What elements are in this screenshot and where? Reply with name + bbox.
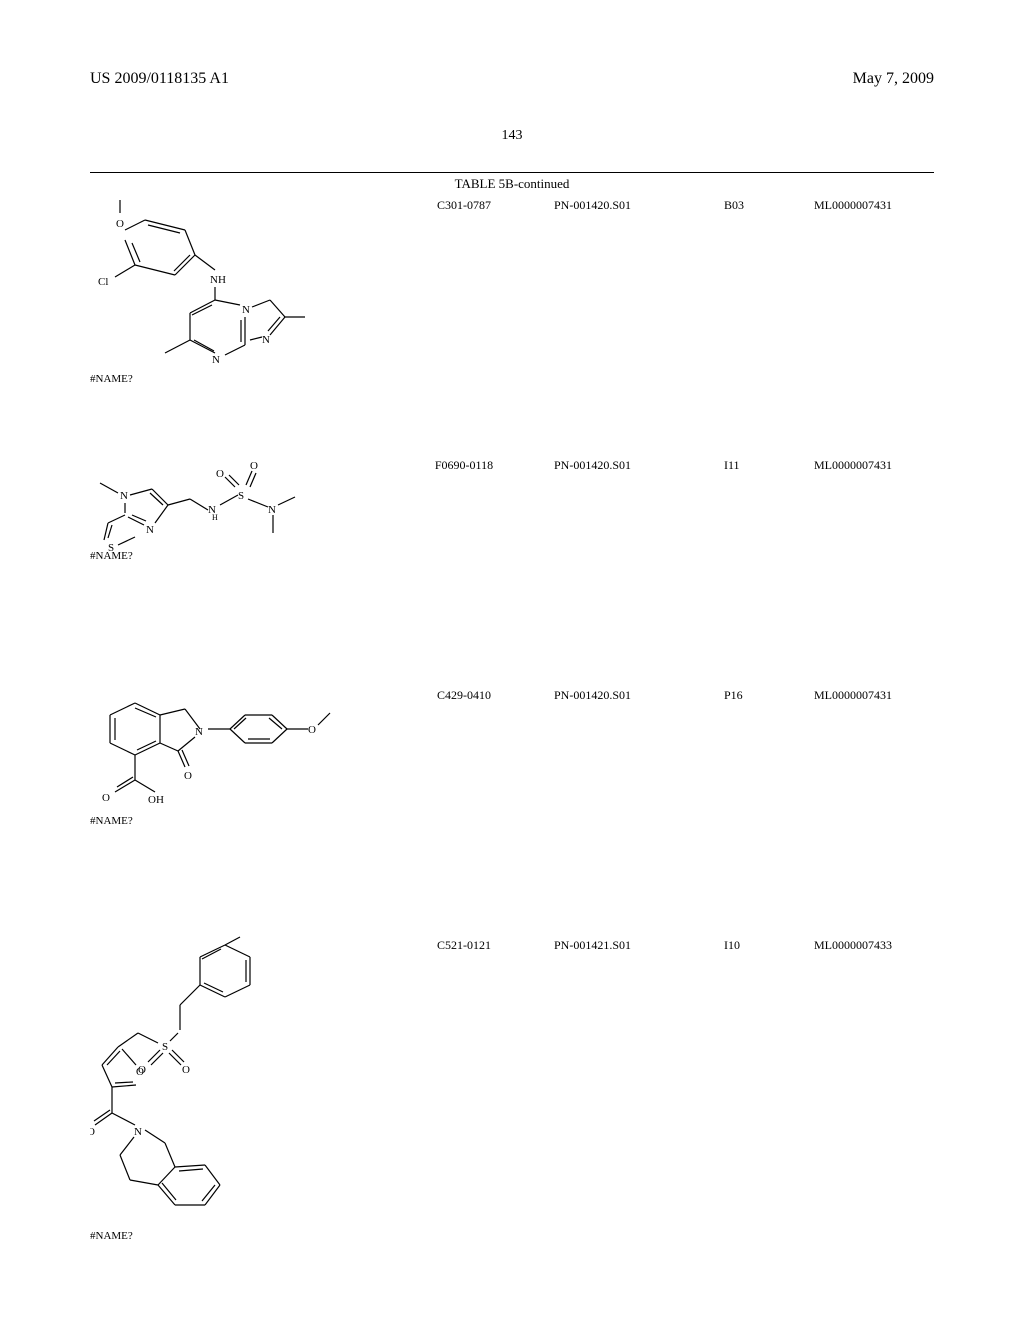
table-row: O Cl NH [90, 195, 934, 455]
page-number: 143 [0, 128, 1024, 144]
table-row: S O O O [90, 935, 934, 1265]
svg-text:O: O [102, 792, 110, 804]
svg-text:O: O [116, 218, 124, 230]
svg-text:NH: NH [210, 274, 226, 286]
code-cell: ML0000007431 [814, 688, 934, 935]
svg-text:Cl: Cl [98, 276, 108, 288]
svg-text:O: O [250, 460, 258, 472]
code-cell: PN-001420.S01 [554, 458, 684, 685]
compound-name: #NAME? [90, 1230, 133, 1242]
svg-text:O: O [308, 724, 316, 736]
code-cell: PN-001420.S01 [554, 688, 684, 935]
code-cell: PN-001421.S01 [554, 938, 684, 1265]
compound-name: #NAME? [90, 373, 133, 385]
svg-text:N: N [146, 524, 154, 536]
code-cell: ML0000007431 [814, 458, 934, 685]
code-cell: ML0000007433 [814, 938, 934, 1265]
svg-text:S: S [162, 1041, 168, 1053]
chemical-structure: N N S N H [90, 455, 330, 555]
code-cell: I10 [724, 938, 774, 1265]
table-row: N N S N H [90, 455, 934, 685]
chemical-structure: S O O O [90, 935, 310, 1235]
table-body: O Cl NH [90, 195, 934, 1265]
svg-text:N: N [212, 354, 220, 366]
svg-text:O: O [184, 770, 192, 782]
svg-text:O: O [90, 1126, 95, 1138]
chemical-structure: N O O [90, 685, 350, 825]
code-cell: C521-0121 [414, 938, 514, 1265]
code-cell: F0690-0118 [414, 458, 514, 685]
table-title: TABLE 5B-continued [0, 176, 1024, 192]
code-cell: I11 [724, 458, 774, 685]
svg-text:OH: OH [148, 794, 164, 806]
svg-text:N: N [134, 1126, 142, 1138]
svg-text:N: N [195, 726, 203, 738]
compound-name: #NAME? [90, 815, 133, 827]
chemical-structure: O Cl NH [90, 195, 310, 375]
table-rule [90, 172, 934, 173]
svg-text:O: O [182, 1064, 190, 1076]
publication-number: US 2009/0118135 A1 [90, 70, 229, 88]
svg-text:H: H [212, 513, 218, 522]
svg-text:O: O [136, 1066, 144, 1078]
code-cell: B03 [724, 198, 774, 455]
compound-name: #NAME? [90, 550, 133, 562]
code-cell: PN-001420.S01 [554, 198, 684, 455]
code-cell: P16 [724, 688, 774, 935]
table-row: N O O [90, 685, 934, 935]
code-cell: C301-0787 [414, 198, 514, 455]
svg-text:N: N [120, 490, 128, 502]
svg-text:N: N [268, 504, 276, 516]
publication-date: May 7, 2009 [853, 70, 934, 88]
code-cell: ML0000007431 [814, 198, 934, 455]
svg-text:S: S [238, 490, 244, 502]
code-cell: C429-0410 [414, 688, 514, 935]
svg-text:N: N [262, 334, 270, 346]
svg-text:N: N [242, 304, 250, 316]
svg-text:O: O [216, 468, 224, 480]
